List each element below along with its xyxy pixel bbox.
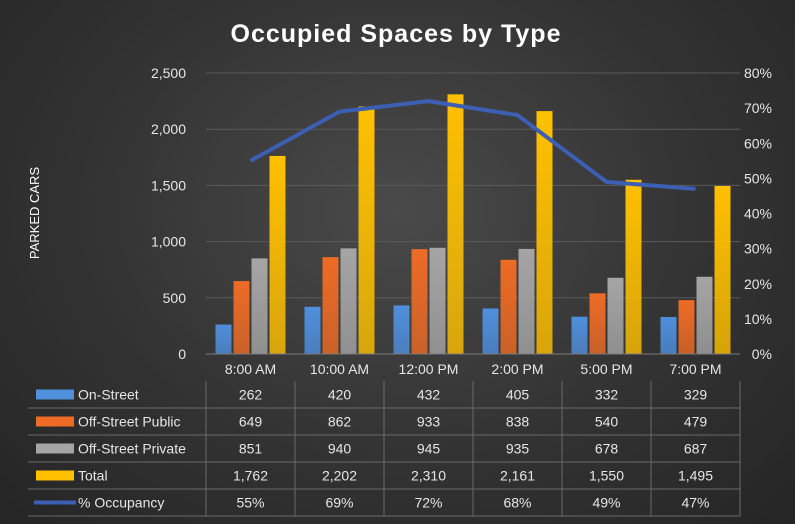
bar-total [625,179,642,354]
table-cell: 1,762 [233,468,268,484]
bar-total [447,94,464,354]
legend-swatch [36,443,74,454]
y2-tick-label: 60% [744,135,772,151]
table-cell: 49% [592,495,620,511]
occupancy-line [249,99,696,191]
legend-label: Off-Street Public [78,414,180,430]
table-cell: 72% [414,495,442,511]
table-cell: 479 [684,414,708,430]
table-cell: 851 [239,441,263,457]
table-cell: 2,310 [411,468,446,484]
x-tick-label: 7:00 PM [669,361,721,377]
bar-on-street [304,306,321,354]
bar-total [714,185,731,354]
table-cell: 945 [417,441,441,457]
y2-tick-label: 40% [744,206,772,222]
bar-total [536,111,553,354]
bar-on-street [215,324,232,354]
x-tick-label: 8:00 AM [225,361,276,377]
y2-tick-label: 10% [744,311,772,327]
bar-off-street-public [589,293,606,354]
table-cell: 1,495 [678,468,713,484]
x-tick-label: 2:00 PM [491,361,543,377]
bar-on-street [482,308,499,354]
table-cell: 1,550 [589,468,624,484]
bar-total [269,155,286,354]
bar-off-street-private [518,248,535,354]
y2-tick-label: 70% [744,100,772,116]
bar-on-street [393,305,410,354]
bar-off-street-public [678,300,695,354]
y2-tick-label: 50% [744,170,772,186]
table-cell: 678 [595,441,619,457]
y2-tick-label: 0% [752,346,772,362]
bar-on-street [571,316,588,354]
chart-title: Occupied Spaces by Type [231,20,562,48]
y-tick-label: 1,000 [151,234,186,250]
y-axis-label: PARKED CARS [27,167,42,260]
bar-off-street-public [322,257,339,354]
table-cell: 55% [236,495,264,511]
bar-off-street-private [429,247,446,354]
table-cell: 862 [328,414,352,430]
legend-swatch [36,470,74,481]
bar-off-street-private [696,276,713,354]
table-cell: 332 [595,387,619,403]
table-cell: 262 [239,387,263,403]
y2-tick-label: 20% [744,276,772,292]
table-cell: 2,202 [322,468,357,484]
bar-off-street-public [233,281,250,354]
bar-total [358,106,375,354]
table-cell: 540 [595,414,619,430]
y2-tick-label: 30% [744,241,772,257]
y-tick-label: 500 [163,290,187,306]
bar-off-street-private [251,258,268,354]
legend-swatch [36,416,74,427]
table-cell: 940 [328,441,352,457]
table-cell: 649 [239,414,263,430]
bar-off-street-private [340,248,357,354]
table-cell: 47% [681,495,709,511]
x-tick-label: 10:00 AM [310,361,369,377]
table-cell: 68% [503,495,531,511]
table-cell: 69% [325,495,353,511]
bar-on-street [660,317,677,354]
table-cell: 420 [328,387,352,403]
x-tick-label: 12:00 PM [399,361,459,377]
legend-label: % Occupancy [78,495,164,511]
legend-label: Off-Street Private [78,441,186,457]
legend-swatch [36,389,74,400]
legend-label: On-Street [78,387,139,403]
y-tick-label: 0 [178,346,186,362]
table-cell: 935 [506,441,530,457]
y2-tick-label: 80% [744,65,772,81]
legend-label: Total [78,468,108,484]
y-tick-label: 2,500 [151,65,186,81]
table-cell: 2,161 [500,468,535,484]
table-cell: 687 [684,441,708,457]
table-cell: 838 [506,414,530,430]
bar-off-street-public [500,259,517,354]
table-cell: 329 [684,387,708,403]
x-tick-label: 5:00 PM [580,361,632,377]
table-cell: 933 [417,414,441,430]
table-cell: 432 [417,387,441,403]
y-tick-label: 1,500 [151,177,186,193]
bar-off-street-public [411,249,428,354]
y-tick-label: 2,000 [151,121,186,137]
table-cell: 405 [506,387,530,403]
bar-off-street-private [607,277,624,354]
